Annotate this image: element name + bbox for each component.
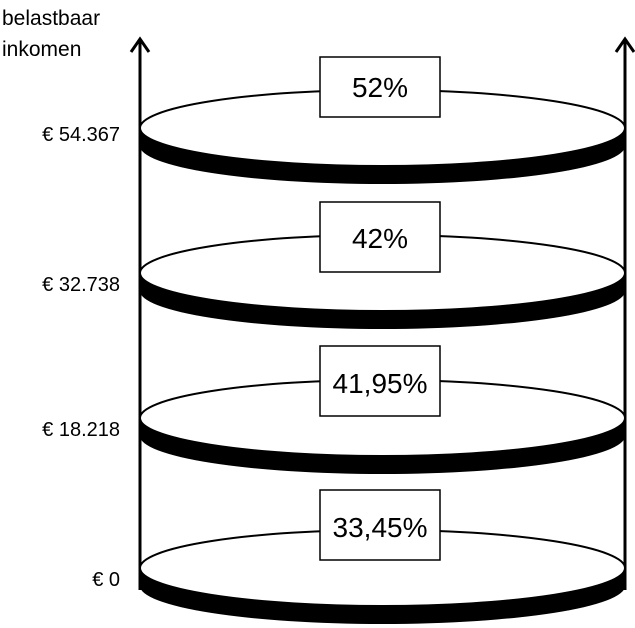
rate-box-2	[319, 201, 441, 273]
rate-box-1	[319, 56, 441, 118]
threshold-label-3: € 18.218	[42, 419, 120, 441]
bracket-layer-1: 52% € 54.367	[42, 56, 626, 184]
rate-box-4	[319, 489, 441, 561]
rate-label-1: 52%	[352, 72, 408, 103]
bracket-layer-4: 33,45% € 0	[92, 489, 626, 624]
threshold-label-1: € 54.367	[42, 124, 120, 146]
rate-label-2: 42%	[352, 223, 408, 254]
axis-title-line-2: inkomen	[2, 38, 81, 61]
threshold-label-4: € 0	[92, 569, 120, 591]
rate-label-4: 33,45%	[333, 512, 428, 543]
bracket-layer-2: 42% € 32.738	[42, 201, 626, 329]
bracket-layer-3: 41,95% € 18.218	[42, 345, 626, 474]
rate-label-3: 41,95%	[333, 368, 428, 399]
rate-box-3	[319, 345, 441, 417]
threshold-label-2: € 32.738	[42, 274, 120, 296]
axis-title-line-1: belastbaar	[2, 7, 100, 30]
